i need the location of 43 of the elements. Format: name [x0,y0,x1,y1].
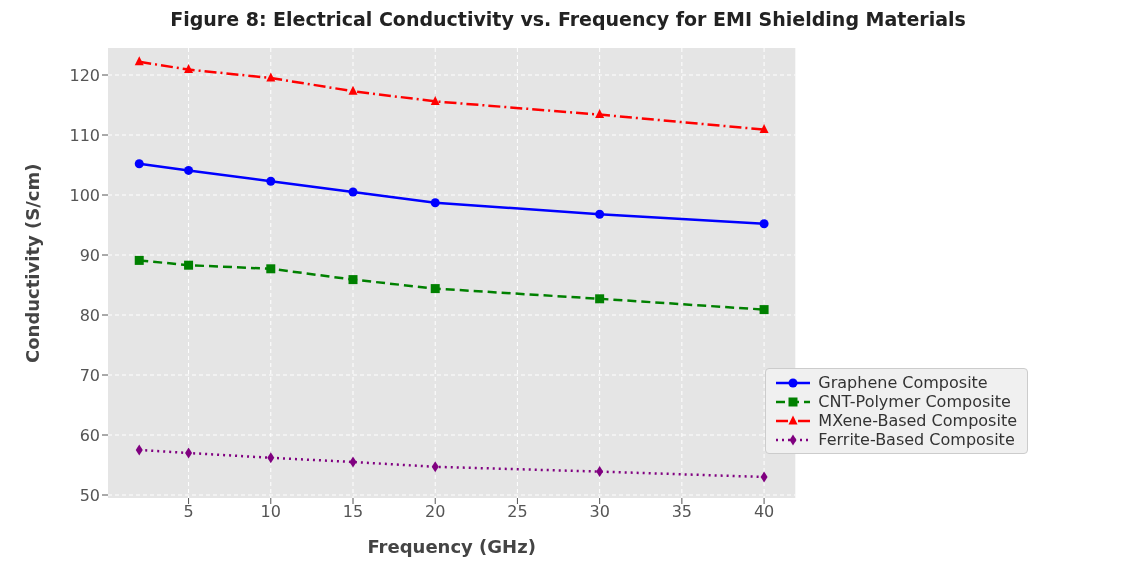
x-tick-label: 30 [589,502,610,522]
y-axis-title: Conductivity (S/cm) [22,163,44,363]
x-tick-label: 25 [507,502,528,522]
point [759,219,769,229]
point [595,294,605,304]
y-tick-label: 120 [69,65,100,85]
y-tick-label: 60 [79,425,100,445]
point [266,264,276,274]
y-tick-label: 50 [79,485,100,505]
x-tick-label: 35 [671,502,693,522]
point [430,198,440,208]
point [184,165,194,175]
y-tick-label: 80 [79,305,100,325]
y-tick-label: 100 [69,185,100,205]
legend-label: CNT-Polymer Composite [818,392,1011,411]
legend-label: Graphene Composite [818,373,988,392]
point [759,124,769,134]
point [134,255,144,265]
y-tick-label: 110 [69,125,100,145]
x-axis-title: Frequency (GHz) [367,536,536,557]
point [348,275,358,285]
point [348,85,358,95]
point [184,64,194,74]
point [595,109,605,119]
point [184,260,194,270]
point [595,209,605,219]
x-tick-label: 10 [260,502,281,522]
legend-label: MXene-Based Composite [818,411,1017,430]
legend-label: Ferrite-Based Composite [818,430,1015,449]
x-tick-label: 15 [342,502,364,522]
point [266,176,276,186]
point [430,95,440,105]
point [266,72,276,82]
point [134,159,144,169]
x-tick-label: 40 [753,502,775,522]
y-tick-label: 90 [79,245,100,265]
x-tick-label: 5 [183,502,194,522]
x-tick-label: 20 [425,502,446,522]
point [759,305,769,315]
y-tick-label: 70 [79,365,100,385]
point [430,284,440,294]
point [348,187,358,197]
chart-title: Figure 8: Electrical Conductivity vs. Frequency for EMI Shielding Materials [169,8,967,32]
